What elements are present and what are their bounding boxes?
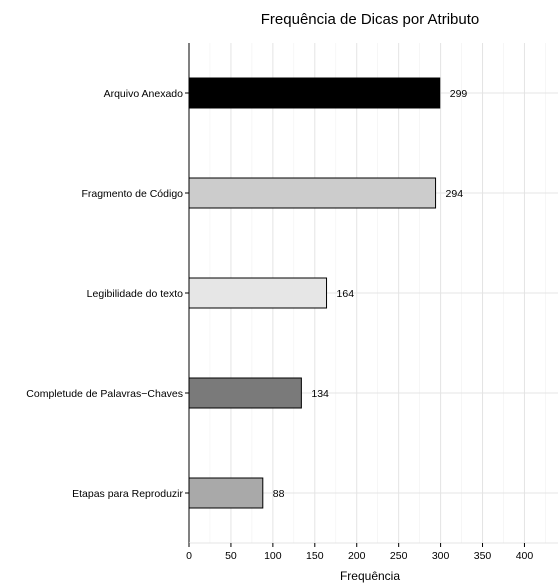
x-tick-label: 200 — [348, 550, 366, 562]
data-label: 134 — [311, 388, 329, 400]
x-tick-label: 50 — [225, 550, 237, 562]
data-label: 88 — [273, 488, 285, 500]
bar — [188, 77, 441, 109]
x-axis-title: Frequência — [340, 569, 400, 583]
data-label: 294 — [446, 188, 464, 200]
bar — [188, 377, 302, 409]
axes: Arquivo Anexado Fragmento de Código Legibi… — [26, 43, 558, 562]
category-label: Fragmento de Código — [81, 188, 183, 200]
x-tick-label: 250 — [390, 550, 408, 562]
data-label: 299 — [450, 88, 468, 100]
category-label: Completude de Palavras−Chaves — [26, 388, 183, 400]
x-tick-label: 150 — [306, 550, 324, 562]
bar — [188, 177, 437, 209]
bar — [188, 477, 264, 509]
category-label: Etapas para Reproduzir — [72, 488, 183, 500]
category-label: Arquivo Anexado — [104, 88, 184, 100]
x-tick-label: 350 — [474, 550, 492, 562]
x-tick-label: 400 — [516, 550, 534, 562]
x-tick-label: 0 — [186, 550, 192, 562]
bars: 299 294 164 134 88 — [188, 77, 468, 509]
data-label: 164 — [337, 288, 355, 300]
x-tick-label: 100 — [264, 550, 282, 562]
x-tick-label: 300 — [432, 550, 450, 562]
chart-title: Frequência de Dicas por Atributo — [261, 11, 479, 28]
category-label: Legibilidade do texto — [87, 288, 183, 300]
bar — [188, 277, 328, 309]
